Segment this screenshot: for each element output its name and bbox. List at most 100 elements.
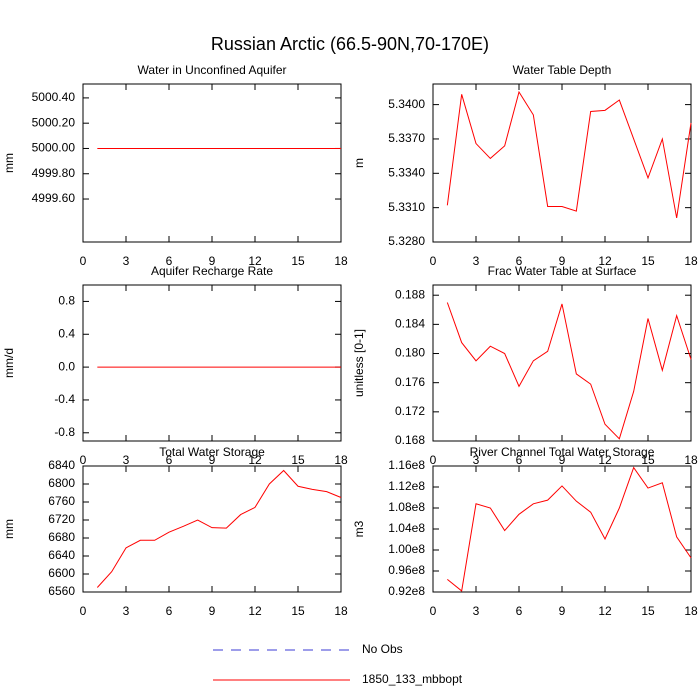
y-tick-label: 6600 [48,566,75,580]
y-axis-label: unitless [0-1] [352,329,366,397]
x-tick-label: 6 [166,604,173,618]
y-tick-label: 0.0 [58,359,75,373]
x-tick-label: 12 [598,254,612,268]
x-tick-label: 9 [209,254,216,268]
y-tick-label: 1.16e8 [388,458,425,472]
y-tick-label: 4999.60 [32,191,76,205]
legend-label: No Obs [362,642,403,656]
y-tick-label: 0.184 [395,317,425,331]
x-tick-label: 0 [80,453,87,467]
x-tick-label: 18 [684,254,698,268]
x-tick-label: 3 [473,453,480,467]
y-tick-label: 0.180 [395,346,425,360]
y-axis-label: m3 [352,520,366,537]
y-tick-label: 6680 [48,530,75,544]
x-tick-label: 18 [684,604,698,618]
y-tick-label: 1.00e8 [388,542,425,556]
panel-title: Total Water Storage [159,445,265,459]
x-tick-label: 12 [248,254,262,268]
y-tick-label: 6760 [48,494,75,508]
panel-title: Water Table Depth [513,63,612,77]
y-tick-label: 0.168 [395,433,425,447]
x-tick-label: 6 [516,254,523,268]
data-line [447,466,692,592]
x-tick-label: 18 [334,254,348,268]
x-tick-label: 0 [430,604,437,618]
x-tick-label: 9 [209,604,216,618]
y-tick-label: 5.3370 [388,131,425,145]
panel: Aquifer Recharge Rate mm/d 0 3 6 9 12 15 18 -0.8 -… [2,264,348,467]
x-tick-label: 3 [123,453,130,467]
x-tick-label: 12 [598,453,612,467]
panel: Water in Unconfined Aquifer mm 0 3 6 9 12 15 18 4… [2,63,348,268]
x-tick-label: 9 [209,453,216,467]
data-line [446,302,692,440]
x-tick-label: 15 [291,604,305,618]
data-line [96,469,342,588]
y-tick-label: 6640 [48,548,75,562]
x-tick-label: 9 [559,453,566,467]
y-tick-label: -0.8 [54,425,75,439]
x-tick-label: 6 [166,453,173,467]
y-axis-label: mm [2,519,16,539]
x-tick-label: 0 [430,254,437,268]
y-tick-label: 6800 [48,476,75,490]
data-line [446,90,692,219]
x-tick-label: 0 [80,604,87,618]
y-tick-label: 5.3340 [388,165,425,179]
y-tick-label: -0.4 [54,392,75,406]
y-tick-label: 0.92e8 [388,584,425,598]
x-tick-label: 15 [291,254,305,268]
y-axis-label: mm/d [2,348,16,378]
y-tick-label: 0.188 [395,287,425,301]
y-tick-label: 5.3280 [388,234,425,248]
y-tick-label: 6720 [48,512,75,526]
x-tick-label: 6 [516,453,523,467]
x-tick-label: 12 [598,604,612,618]
x-tick-label: 6 [166,254,173,268]
x-tick-label: 18 [684,453,698,467]
y-tick-label: 5000.20 [32,115,76,129]
y-tick-label: 6840 [48,458,75,472]
x-tick-label: 9 [559,604,566,618]
y-tick-label: 1.04e8 [388,521,425,535]
y-tick-label: 0.96e8 [388,563,425,577]
x-tick-label: 15 [641,604,655,618]
y-tick-label: 5.3310 [388,200,425,214]
y-axis-label: m [352,158,366,168]
panel-title: River Channel Total Water Storage [470,445,655,459]
y-axis-label: mm [2,153,16,173]
panel: Frac Water Table at Surface unitless [0-1… [352,264,698,467]
y-tick-label: 0.172 [395,404,425,418]
x-tick-label: 15 [641,254,655,268]
y-tick-label: 1.08e8 [388,500,425,514]
x-tick-label: 3 [473,604,480,618]
x-tick-label: 3 [123,254,130,268]
x-tick-label: 9 [559,254,566,268]
x-tick-label: 6 [516,604,523,618]
x-tick-label: 18 [334,604,348,618]
x-tick-label: 12 [248,453,262,467]
panel: Water Table Depth m 0 3 6 9 12 15 18 5.3280 5.3310… [352,63,698,268]
y-tick-label: 6560 [48,584,75,598]
y-tick-label: 0.4 [58,326,75,340]
legend-label: 1850_133_mbbopt [362,672,463,686]
x-tick-label: 12 [248,604,262,618]
x-tick-label: 0 [80,254,87,268]
y-tick-label: 4999.80 [32,166,76,180]
x-tick-label: 0 [430,453,437,467]
y-tick-label: 5.3400 [388,97,425,111]
x-tick-label: 15 [291,453,305,467]
panel-title: Aquifer Recharge Rate [151,264,273,278]
panel: Total Water Storage mm 0 3 6 9 12 15 18 6560 6600 6… [2,445,348,618]
x-tick-label: 3 [123,604,130,618]
figure-title: Russian Arctic (66.5-90N,70-170E) [211,34,489,54]
x-tick-label: 18 [334,453,348,467]
panel-title: Frac Water Table at Surface [488,264,637,278]
panel-title: Water in Unconfined Aquifer [138,63,287,77]
x-tick-label: 15 [641,453,655,467]
y-tick-label: 1.12e8 [388,479,425,493]
y-tick-label: 5000.00 [32,141,76,155]
